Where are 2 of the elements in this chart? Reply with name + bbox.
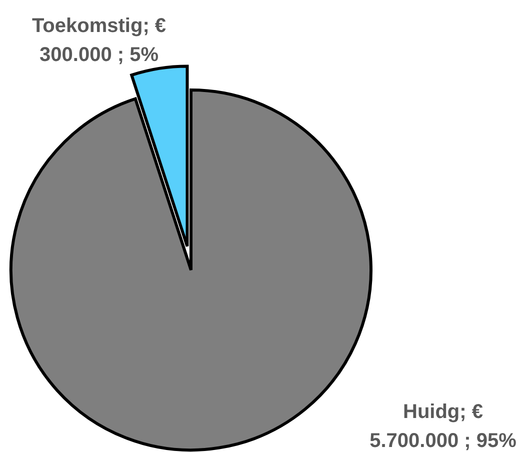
slice-label: Toekomstig; € 300.000 ; 5% bbox=[32, 15, 166, 66]
slice-label: Huidg; € 5.700.000 ; 95% bbox=[370, 401, 517, 452]
